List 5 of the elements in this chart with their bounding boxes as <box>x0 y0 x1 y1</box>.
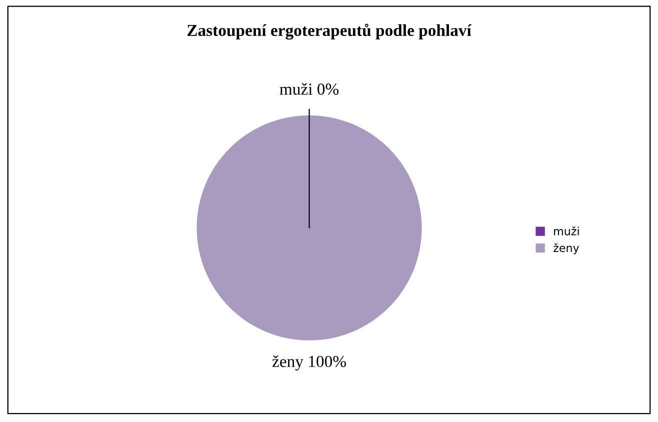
data-label: ženy 100% <box>272 355 346 371</box>
chart-title: Zastoupení ergoterapeutů podle pohlaví <box>187 24 472 40</box>
legend-label: ženy <box>554 243 580 254</box>
text: muži 0% <box>280 83 339 95</box>
legend-label: muži <box>554 226 579 236</box>
